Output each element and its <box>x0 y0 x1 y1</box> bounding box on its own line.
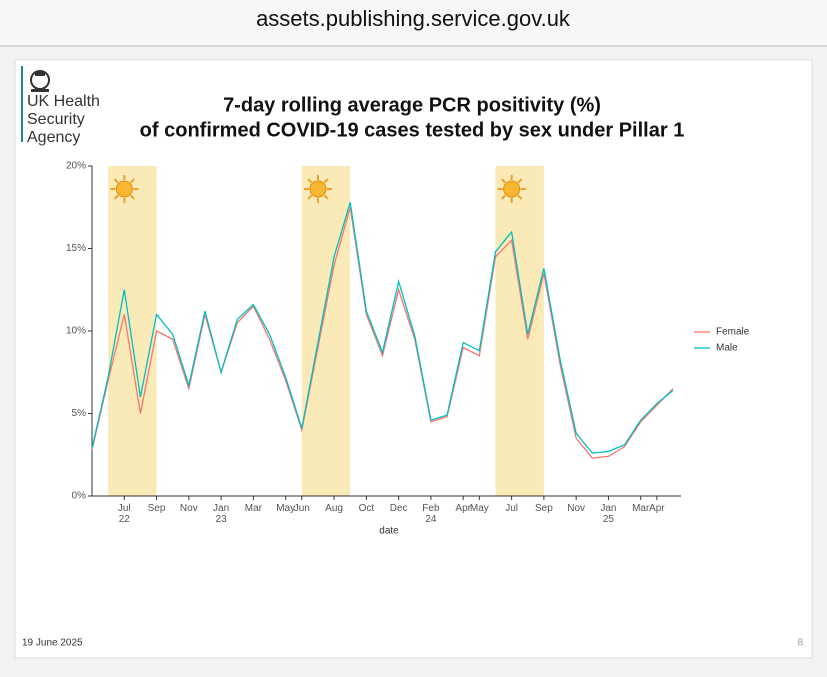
date: 19 June 2025 <box>22 638 83 649</box>
y-tick-label: 20% <box>66 161 86 172</box>
x-axis-title: date <box>379 526 399 537</box>
x-tick-label: Jul 22 <box>118 503 131 525</box>
sun-ray <box>501 178 507 184</box>
sun-ray <box>307 178 313 184</box>
x-tick-label: Mar <box>245 503 263 514</box>
highlight-band <box>495 166 544 496</box>
logo-text: Agency <box>27 129 80 146</box>
logo-text: UK Health <box>27 93 100 110</box>
x-tick-label: Jan 25 <box>600 503 616 525</box>
sun-disc <box>503 180 521 198</box>
x-tick-label: Jun <box>294 503 310 514</box>
y-tick-label: 5% <box>72 408 87 419</box>
x-tick-label: Sep <box>535 503 553 514</box>
y-tick-label: 10% <box>66 326 86 337</box>
y-tick-label: 15% <box>66 243 86 254</box>
x-tick-label: Sep <box>148 503 166 514</box>
x-tick-label: Mar <box>632 503 650 514</box>
sun-ray <box>130 178 135 184</box>
x-tick-label: Oct <box>359 503 375 514</box>
legend-label: Female <box>716 327 750 338</box>
sun-icon <box>497 175 526 203</box>
y-tick-label: 0% <box>72 491 87 502</box>
x-tick-label: May <box>276 503 295 514</box>
legend-label: Male <box>716 343 738 354</box>
sun-icon <box>110 175 139 203</box>
sun-ray <box>501 194 507 200</box>
highlight-band <box>108 166 157 496</box>
x-tick-label: Dec <box>390 503 408 514</box>
url[interactable]: assets.publishing.service.gov.uk <box>256 6 571 31</box>
page-number: 8 <box>797 638 803 649</box>
sun-icon <box>304 175 333 203</box>
sun-ray <box>130 194 135 200</box>
sun-ray <box>113 194 119 200</box>
address-bar <box>0 0 827 46</box>
chart-title: 7-day rolling average PCR positivity (%) <box>223 94 601 116</box>
sun-ray <box>323 178 329 184</box>
sun-ray <box>517 178 523 184</box>
sun-ray <box>307 194 313 200</box>
sun-disc <box>309 180 327 198</box>
x-tick-label: Jul <box>505 503 518 514</box>
series-line <box>91 207 674 459</box>
crest <box>30 70 50 92</box>
series-line <box>91 202 674 454</box>
x-tick-label: Apr <box>455 503 471 514</box>
x-tick-label: Feb 24 <box>422 503 440 525</box>
sun-ray <box>517 194 523 200</box>
x-tick-label: Apr <box>649 503 665 514</box>
x-tick-label: May <box>470 503 489 514</box>
x-tick-label: Jan 23 <box>213 503 229 525</box>
sun-ray <box>323 194 329 200</box>
x-tick-label: Aug <box>325 503 343 514</box>
sun-disc <box>115 180 133 198</box>
x-tick-label: Nov <box>567 503 585 514</box>
logo-text: Security <box>27 111 85 128</box>
highlight-band <box>301 166 351 496</box>
x-tick-label: Nov <box>180 503 198 514</box>
chart-title: of confirmed COVID-19 cases tested by se… <box>140 119 685 141</box>
sun-ray <box>113 178 119 184</box>
